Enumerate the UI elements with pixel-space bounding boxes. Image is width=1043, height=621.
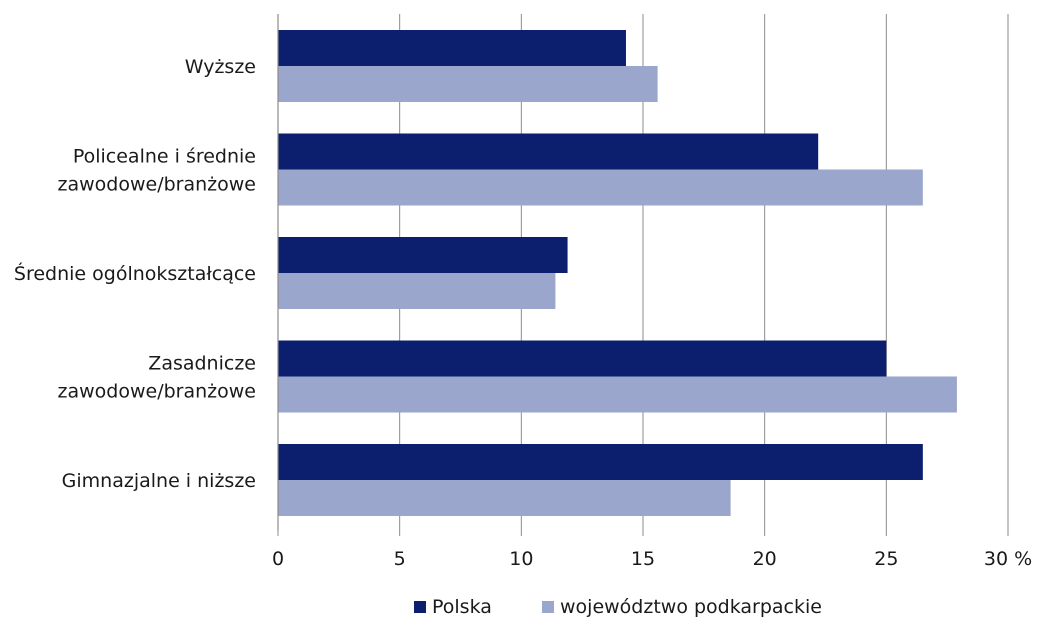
x-tick-label: 5 (394, 548, 406, 570)
category-label: Policealne i średnie (73, 146, 256, 168)
x-tick-label: 20 (753, 548, 777, 570)
category-labels: Wyższe Policealne i średnie zawodowe/branż… (14, 56, 256, 492)
legend: Polska województwo podkarpackie (414, 596, 822, 618)
category-label: Wyższe (185, 56, 256, 78)
x-tick-label: 0 (272, 548, 284, 570)
category-label: Gimnazjalne i niższe (62, 470, 256, 492)
legend-label: województwo podkarpackie (560, 596, 822, 618)
bar-podkarpackie (278, 66, 658, 102)
category-label: zawodowe/branżowe (58, 174, 256, 196)
bar-polska (278, 444, 923, 480)
bars (278, 30, 957, 516)
x-tick-label: 30 % (984, 548, 1032, 570)
category-label: Zasadnicze (148, 353, 256, 375)
bar-podkarpackie (278, 480, 731, 516)
bar-polska (278, 237, 568, 273)
bar-polska (278, 30, 626, 66)
bar-podkarpackie (278, 273, 556, 309)
category-label: zawodowe/branżowe (58, 381, 256, 403)
legend-label: Polska (432, 596, 492, 618)
bar-polska (278, 133, 819, 170)
x-tick-label: 15 (631, 548, 655, 570)
bar-podkarpackie (278, 169, 923, 206)
bar-podkarpackie (278, 376, 957, 413)
bar-polska (278, 340, 887, 377)
legend-swatch (542, 601, 554, 613)
x-tick-labels: 0 5 10 15 20 25 30 % (272, 548, 1032, 570)
x-tick-label: 10 (509, 548, 533, 570)
category-label: Średnie ogólnokształcące (14, 261, 256, 285)
legend-swatch (414, 601, 426, 613)
x-tick-label: 25 (874, 548, 898, 570)
